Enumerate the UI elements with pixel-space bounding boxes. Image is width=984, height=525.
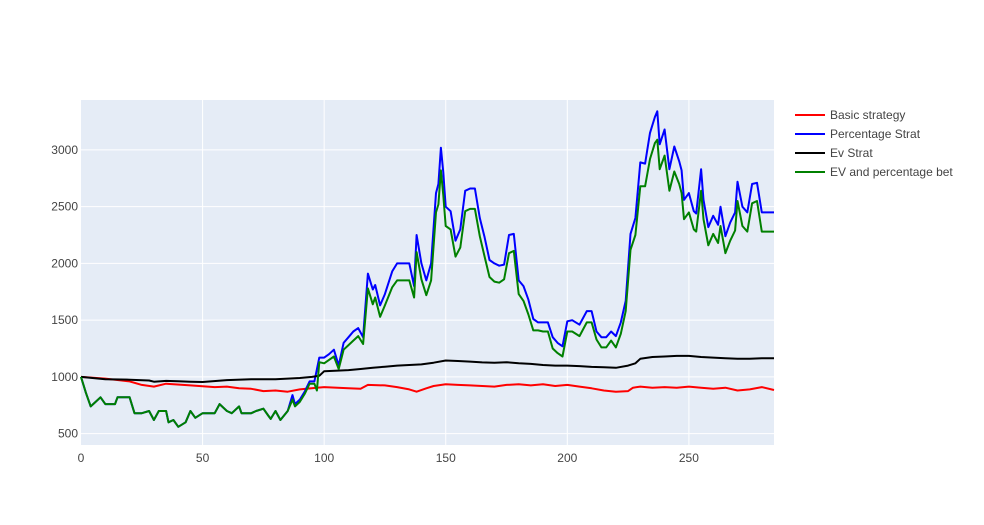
legend-label: Basic strategy — [830, 108, 905, 122]
series-line-4 — [80, 138, 774, 428]
series-line-3 — [80, 354, 774, 383]
series-line-1 — [80, 375, 775, 393]
x-tick-label: 100 — [314, 451, 334, 465]
y-tick-label: 2500 — [51, 200, 78, 214]
y-tick-label: 1000 — [51, 370, 78, 384]
y-tick-label: 3000 — [51, 143, 78, 157]
x-tick-label: 200 — [557, 451, 577, 465]
y-tick-label: 2000 — [51, 256, 78, 270]
series-lines — [80, 110, 775, 428]
x-tick-label: 150 — [436, 451, 456, 465]
y-tick-label: 1500 — [51, 313, 78, 327]
y-axis-ticks: 500 1000 1500 2000 2500 3000 — [51, 143, 78, 441]
legend-label: Ev Strat — [830, 146, 873, 160]
x-tick-label: 250 — [679, 451, 699, 465]
legend-label: Percentage Strat — [830, 127, 921, 141]
x-tick-label: 0 — [78, 451, 85, 465]
y-tick-label: 500 — [58, 427, 78, 441]
x-tick-label: 50 — [196, 451, 210, 465]
legend-label: EV and percentage bet — [830, 165, 953, 179]
legend: Basic strategy Percentage Strat Ev Strat EV… — [795, 108, 953, 179]
x-axis-ticks: 0 50 100 150 200 250 — [78, 451, 700, 465]
